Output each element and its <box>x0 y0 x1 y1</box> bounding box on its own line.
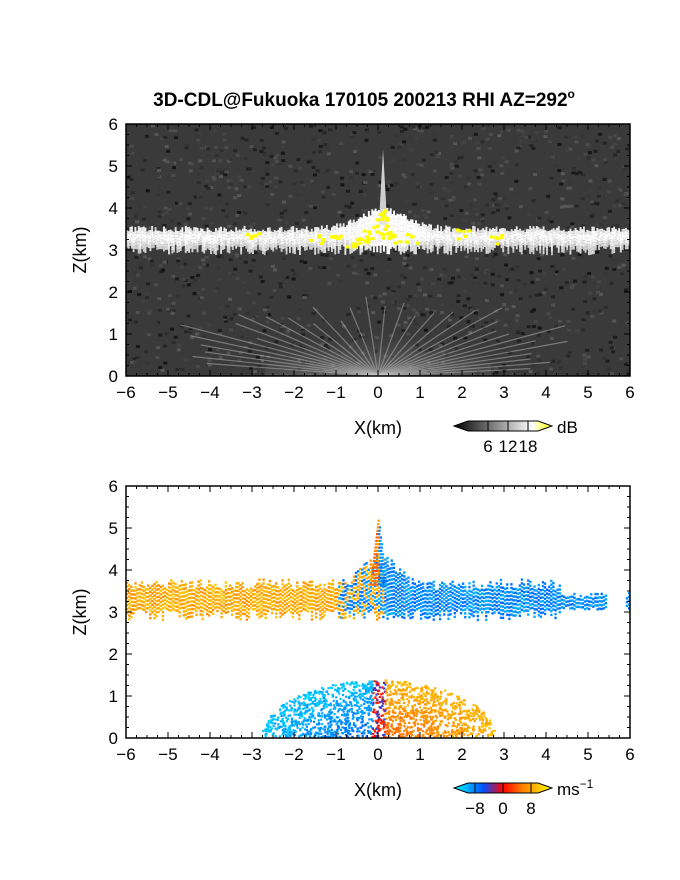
backscatter-xtick-label: 5 <box>583 383 592 402</box>
backscatter-xtick-label: 3 <box>499 383 508 402</box>
backscatter-surface-echo <box>179 296 568 376</box>
velocity-ytick-label: 3 <box>109 603 118 622</box>
backscatter-xtick-label: −2 <box>284 383 303 402</box>
velocity-xtick-label: 3 <box>499 745 508 764</box>
velocity-ytick-label: 0 <box>109 729 118 748</box>
backscatter-xtick-label: −6 <box>116 383 135 402</box>
velocity-colorbar-tick-label: 8 <box>526 799 535 818</box>
backscatter-xtick-label: −1 <box>326 383 345 402</box>
backscatter-ytick-label: 5 <box>109 157 118 176</box>
velocity-xtick-label: −5 <box>158 745 177 764</box>
velocity-axes: −6 −5 −4 −3 −2 −1 0 1 2 3 4 5 6 0 1 2 3 4 5 6 <box>109 477 635 764</box>
velocity-data-layer <box>126 519 630 738</box>
backscatter-colorbar-unit: dB <box>557 418 578 437</box>
velocity-ytick-label: 4 <box>109 561 118 580</box>
backscatter-saturated-patches <box>245 209 505 249</box>
velocity-ytick-label: 1 <box>109 687 118 706</box>
backscatter-colorbar-tick-label: 6 <box>483 437 492 456</box>
backscatter-colorbar-tick-label: 18 <box>519 437 538 456</box>
backscatter-xtick-label: 6 <box>625 383 634 402</box>
backscatter-ylabel: Z(km) <box>70 227 90 274</box>
backscatter-xtick-label: 0 <box>373 383 382 402</box>
velocity-ytick-label: 5 <box>109 519 118 538</box>
backscatter-xtick-label: −3 <box>242 383 261 402</box>
velocity-xtick-label: −3 <box>242 745 261 764</box>
backscatter-colorbar-bar <box>452 420 554 432</box>
backscatter-ytick-label: 4 <box>109 199 118 218</box>
velocity-xtick-label: 1 <box>415 745 424 764</box>
backscatter-vertical-spike <box>378 149 388 225</box>
backscatter-cloud-layer <box>126 208 630 256</box>
backscatter-ytick-label: 1 <box>109 325 118 344</box>
backscatter-colorbar-ticks: 6 12 18 <box>483 421 537 456</box>
velocity-colorbar-ticks: −8 0 8 <box>465 783 536 818</box>
velocity-xtick-label: −6 <box>116 745 135 764</box>
velocity-ylabel: Z(km) <box>70 589 90 636</box>
velocity-xtick-label: 0 <box>373 745 382 764</box>
velocity-panel: −6 −5 −4 −3 −2 −1 0 1 2 3 4 5 6 0 1 2 3 4 5 6 X(km) Z(km) −… <box>70 477 635 818</box>
velocity-colorbar-unit-exponent: −1 <box>580 777 594 791</box>
backscatter-xtick-label: −4 <box>200 383 219 402</box>
backscatter-xtick-label: 4 <box>541 383 550 402</box>
velocity-xtick-label: −1 <box>326 745 345 764</box>
velocity-xtick-label: −4 <box>200 745 219 764</box>
velocity-cloud-layer <box>126 554 630 622</box>
backscatter-ytick-label: 2 <box>109 283 118 302</box>
velocity-ytick-label: 2 <box>109 645 118 664</box>
velocity-xtick-label: 4 <box>541 745 550 764</box>
backscatter-colorbar-tick-label: 12 <box>499 437 518 456</box>
backscatter-xtick-label: 2 <box>457 383 466 402</box>
velocity-xtick-label: 2 <box>457 745 466 764</box>
velocity-xtick-label: −2 <box>284 745 303 764</box>
backscatter-xtick-label: −5 <box>158 383 177 402</box>
backscatter-ytick-label: 3 <box>109 241 118 260</box>
velocity-xlabel: X(km) <box>354 780 402 800</box>
velocity-colorbar-tick-label: −8 <box>465 799 484 818</box>
backscatter-axes: −6 −5 −4 −3 −2 −1 0 1 2 3 4 5 6 0 1 2 3 4 5 6 <box>109 115 635 402</box>
velocity-colorbar-unit: ms−1 <box>557 777 594 799</box>
chart-title: 3D-CDL@Fukuoka 170105 200213 RHI AZ=292o <box>153 87 575 111</box>
velocity-vertical-spike <box>369 519 388 586</box>
backscatter-data-layer <box>126 124 630 376</box>
velocity-xtick-label: 5 <box>583 745 592 764</box>
backscatter-xlabel: X(km) <box>354 418 402 438</box>
velocity-colorbar: −8 0 8 ms−1 <box>452 777 594 818</box>
velocity-ytick-label: 6 <box>109 477 118 496</box>
backscatter-colorbar: 6 12 18 dB <box>452 418 578 456</box>
velocity-colorbar-tick-label: 0 <box>498 799 507 818</box>
title-degree-sign: o <box>568 87 575 101</box>
velocity-xtick-label: 6 <box>625 745 634 764</box>
backscatter-ytick-label: 6 <box>109 115 118 134</box>
backscatter-xtick-label: 1 <box>415 383 424 402</box>
velocity-surface-echo <box>262 679 496 738</box>
backscatter-ytick-label: 0 <box>109 367 118 386</box>
